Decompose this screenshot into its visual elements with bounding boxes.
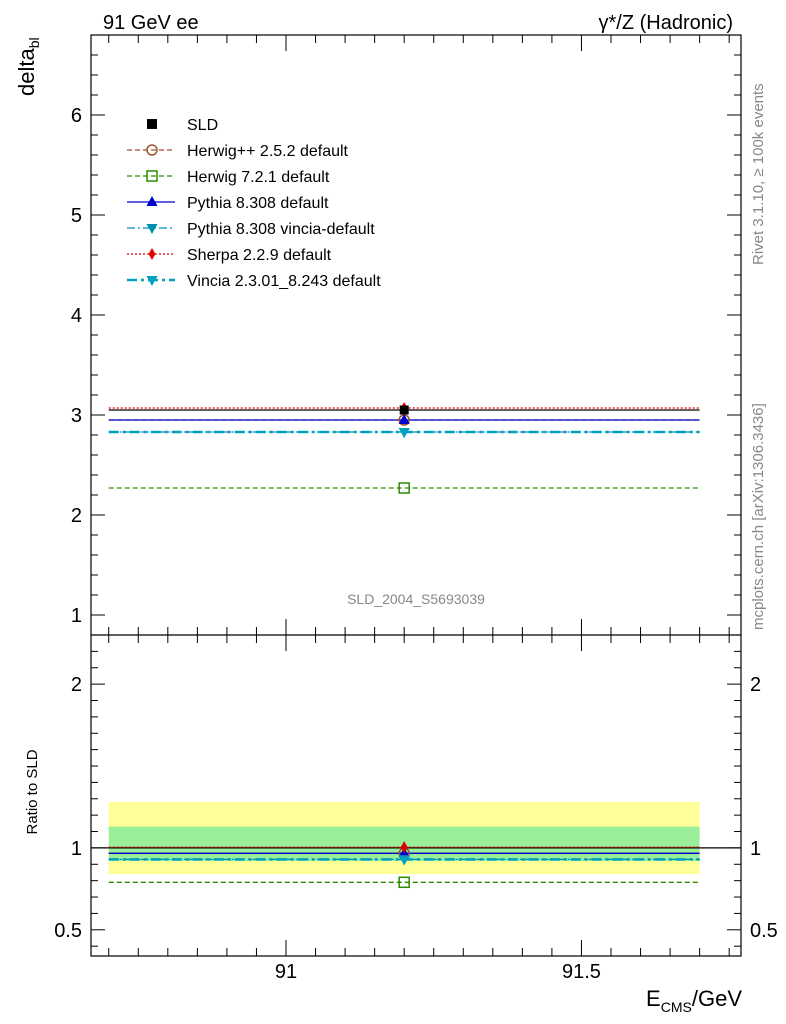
legend-marker-3 <box>146 224 158 234</box>
rivet-version-text: Rivet 3.1.10, ≥ 100k events <box>750 83 767 265</box>
xtick-label-0: 91 <box>275 961 297 983</box>
ratio-ytick-label-right-1: 1 <box>750 838 761 860</box>
x-label-tail: /GeV <box>692 986 742 1011</box>
x-axis-label: ECMS/GeV <box>646 986 742 1015</box>
header-left-title: 91 GeV ee <box>103 12 199 34</box>
legend-marker-4 <box>148 248 156 260</box>
legend-label-3: Pythia 8.308 vincia-default <box>187 221 375 238</box>
main-ytick-label-3: 4 <box>71 305 82 327</box>
ratio-marker-1 <box>398 876 410 889</box>
legend-label-1: Herwig 7.2.1 default <box>187 169 330 186</box>
x-label-subscript: CMS <box>661 999 692 1015</box>
mcplots-credit-text: mcplots.cern.ch [arXiv:1306.3436] <box>750 403 767 630</box>
legend-marker-1 <box>146 170 158 182</box>
x-label-text: E <box>646 986 661 1011</box>
header-right-title: γ*/Z (Hadronic) <box>599 12 733 34</box>
xtick-label-1: 91.5 <box>562 961 601 983</box>
main-y-label-subscript: bl <box>26 37 42 48</box>
main-y-label-text: delta <box>14 48 39 96</box>
axes-frame: 1 2 3 4 5 6 0.5 0.5 1 1 2 2 91 91.5 <box>54 34 778 983</box>
series-marker-1 <box>398 482 410 494</box>
ratio-marker-4 <box>400 841 408 854</box>
main-ytick-label-0: 1 <box>71 605 82 627</box>
analysis-watermark: SLD_2004_S5693039 <box>347 591 485 607</box>
ratio-ytick-label-left-1: 1 <box>71 838 82 860</box>
ratio-ytick-label-right-2: 2 <box>750 674 761 696</box>
legend-marker-2 <box>146 196 158 206</box>
main-ytick-label-1: 2 <box>71 505 82 527</box>
ratio-y-label: Ratio to SLD <box>24 749 41 834</box>
main-ytick-label-4: 5 <box>71 205 82 227</box>
legend-label-4: Sherpa 2.2.9 default <box>187 247 332 264</box>
legend-label-sld: SLD <box>187 117 218 134</box>
ratio-marker-5 <box>398 855 410 866</box>
legend-marker-5 <box>146 276 158 286</box>
series-marker-5 <box>398 428 410 438</box>
legend-label-5: Vincia 2.3.01_8.243 default <box>187 273 381 290</box>
ratio-ytick-label-left-0: 0.5 <box>54 920 82 942</box>
main-y-label: deltabl <box>14 37 42 96</box>
main-panel-content <box>108 402 700 494</box>
ratio-panel-content <box>91 802 741 889</box>
legend-marker-0 <box>146 144 158 156</box>
ratio-ytick-label-left-2: 2 <box>71 674 82 696</box>
main-ytick-label-2: 3 <box>71 405 82 427</box>
series-marker-2 <box>398 414 410 424</box>
legend-label-0: Herwig++ 2.5.2 default <box>187 143 349 160</box>
legend-label-2: Pythia 8.308 default <box>187 195 329 212</box>
sld-data-point <box>399 405 409 415</box>
ratio-ytick-label-right-0: 0.5 <box>750 920 778 942</box>
legend: SLD Herwig++ 2.5.2 default Herwig 7.2.1 de… <box>127 117 381 290</box>
main-ytick-label-5: 6 <box>71 105 82 127</box>
legend-marker-sld <box>147 119 157 129</box>
